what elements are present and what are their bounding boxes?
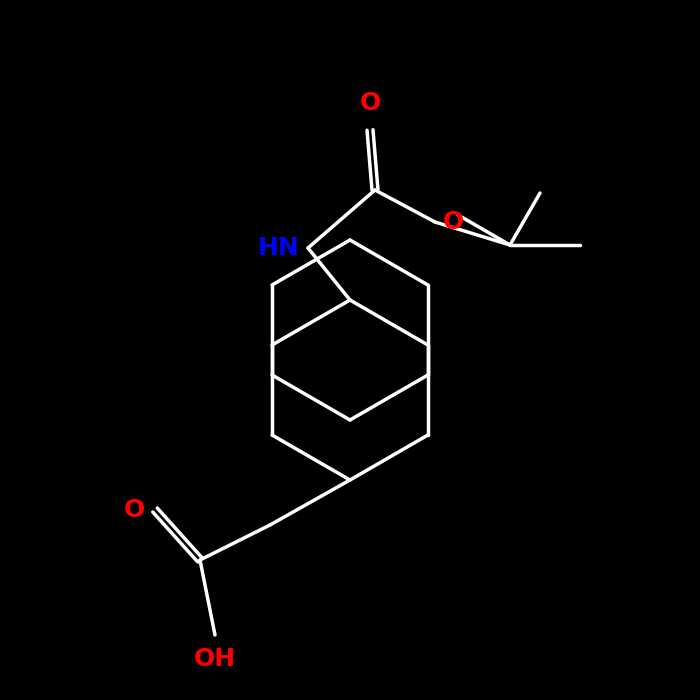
Text: O: O bbox=[124, 498, 145, 522]
Text: O: O bbox=[443, 210, 464, 234]
Text: O: O bbox=[359, 91, 381, 115]
Text: HN: HN bbox=[258, 236, 300, 260]
Text: OH: OH bbox=[194, 647, 236, 671]
